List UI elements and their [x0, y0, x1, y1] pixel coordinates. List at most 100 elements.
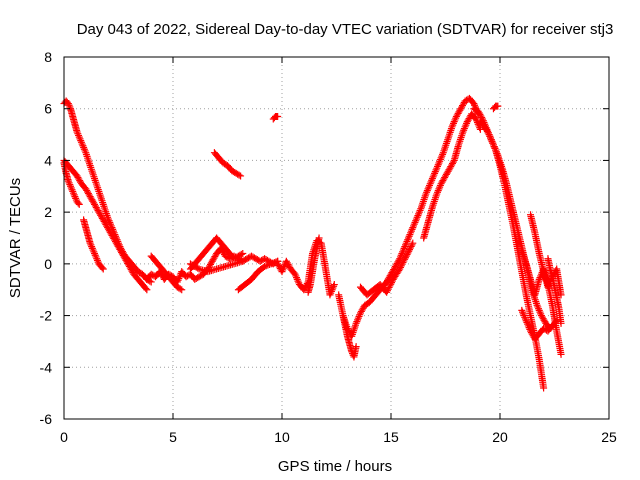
data-point — [88, 244, 96, 252]
data-point — [473, 117, 481, 125]
data-point — [521, 315, 529, 323]
data-point — [86, 239, 94, 247]
data-point — [327, 287, 335, 295]
grid-lines — [64, 57, 609, 419]
data-point — [422, 190, 430, 198]
data-point — [436, 183, 444, 191]
data-point — [426, 181, 434, 189]
series-trace-s — [476, 118, 554, 332]
data-point — [69, 187, 77, 195]
data-point — [239, 250, 247, 258]
data-point — [398, 250, 406, 258]
series-trace-p — [356, 239, 417, 299]
x-axis-label: GPS time / hours — [278, 458, 392, 475]
data-point — [98, 264, 106, 272]
data-point — [403, 250, 411, 258]
series-trace-w — [518, 306, 561, 343]
y-tick-label: -2 — [40, 308, 53, 324]
data-point — [424, 185, 432, 193]
data-point — [67, 184, 75, 192]
data-point — [352, 319, 360, 327]
y-tick-label: -6 — [40, 411, 53, 427]
data-point — [383, 287, 391, 295]
data-point — [328, 286, 336, 294]
data-point — [487, 136, 495, 144]
data-point — [522, 317, 530, 325]
data-point — [406, 246, 414, 254]
data-point — [452, 114, 460, 122]
data-point — [401, 254, 409, 262]
data-point — [439, 150, 447, 158]
data-point — [536, 274, 544, 282]
data-point — [403, 237, 411, 245]
data-point — [401, 243, 409, 251]
data-point — [438, 152, 446, 160]
data-point — [408, 241, 416, 249]
data-point — [417, 205, 425, 213]
data-point — [294, 277, 302, 285]
data-point — [235, 171, 243, 179]
data-point — [423, 188, 431, 196]
data-point — [536, 308, 544, 316]
data-point — [262, 262, 270, 270]
data-point — [80, 145, 88, 153]
data-point — [476, 125, 484, 133]
data-point — [396, 255, 404, 263]
data-point — [463, 119, 471, 127]
data-point — [524, 322, 532, 330]
data-point — [404, 234, 412, 242]
data-point — [385, 283, 393, 291]
data-point — [434, 188, 442, 196]
data-point — [490, 143, 498, 151]
data-point — [426, 180, 434, 188]
data-point — [81, 147, 89, 155]
data-point — [526, 325, 534, 333]
data-point — [384, 285, 392, 293]
data-point — [64, 100, 72, 108]
data-point — [534, 303, 542, 311]
data-point — [329, 284, 337, 292]
x-tick-label: 10 — [274, 429, 290, 445]
data-point — [274, 112, 282, 120]
data-point — [397, 251, 405, 259]
data-point — [396, 253, 404, 261]
data-point — [448, 123, 456, 131]
series-trace-d — [80, 216, 107, 273]
y-tick-label: 4 — [44, 152, 52, 168]
data-point — [415, 210, 423, 218]
data-point — [472, 115, 480, 123]
data-point — [462, 121, 470, 129]
data-point — [540, 384, 548, 392]
data-point — [485, 131, 493, 139]
data-point — [410, 220, 418, 228]
data-point — [436, 157, 444, 165]
data-point — [78, 140, 86, 148]
data-point — [259, 263, 267, 271]
data-point — [471, 101, 479, 109]
data-point — [408, 225, 416, 233]
axis-ticks — [63, 56, 610, 420]
data-point — [67, 182, 75, 190]
data-point — [75, 200, 83, 208]
y-axis-label: SDTVAR / TECUs — [7, 178, 24, 298]
data-point — [68, 186, 76, 194]
data-point — [423, 187, 431, 195]
data-point — [397, 262, 405, 270]
data-point — [77, 138, 85, 146]
data-point — [353, 318, 361, 326]
data-point — [88, 243, 96, 251]
data-point — [461, 123, 469, 131]
data-point — [69, 189, 77, 197]
data-point — [433, 164, 441, 172]
x-tick-label: 0 — [60, 429, 68, 445]
data-point — [449, 121, 457, 129]
series-trace-h — [186, 257, 247, 276]
data-point — [416, 206, 424, 214]
data-point — [411, 218, 419, 226]
series-trace-i — [234, 257, 282, 294]
data-point — [407, 242, 415, 250]
data-point — [399, 248, 407, 256]
data-point — [428, 175, 436, 183]
data-point — [330, 282, 338, 290]
data-point — [194, 264, 202, 272]
